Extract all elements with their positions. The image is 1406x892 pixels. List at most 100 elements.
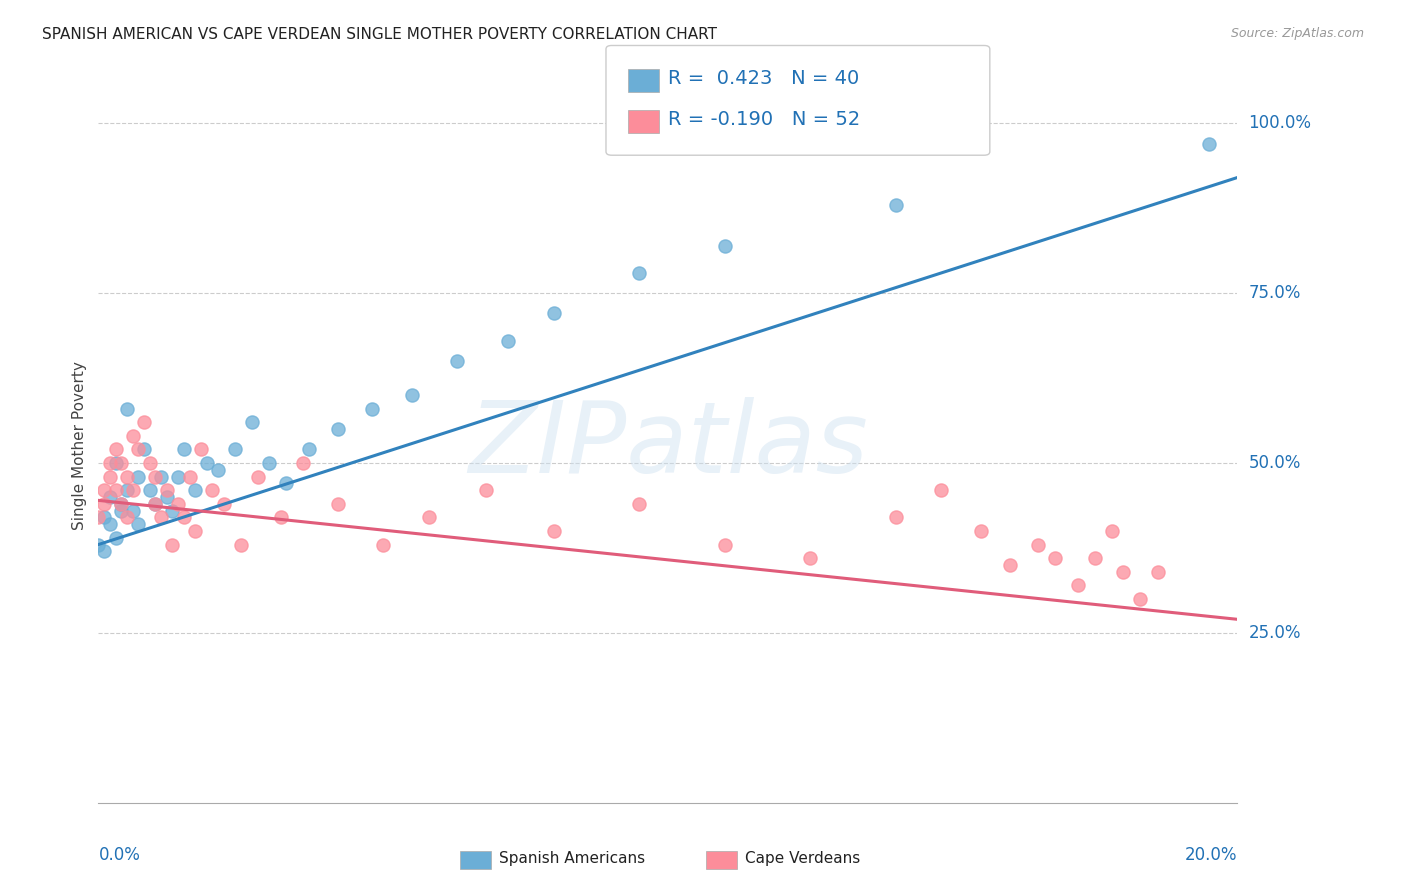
Text: Spanish Americans: Spanish Americans <box>499 852 645 866</box>
Point <box>212 497 235 511</box>
Text: 50.0%: 50.0% <box>1249 454 1301 472</box>
Point <box>446 354 468 368</box>
Point <box>150 510 173 524</box>
Point <box>1067 578 1090 592</box>
Point <box>173 510 195 524</box>
Point <box>110 497 132 511</box>
Point <box>121 483 143 498</box>
Point <box>929 483 952 498</box>
Point <box>714 238 737 252</box>
Point <box>543 306 565 320</box>
Point <box>543 524 565 538</box>
Point <box>1101 524 1123 538</box>
Point <box>98 517 121 532</box>
Point <box>104 456 127 470</box>
Point <box>132 415 155 429</box>
Point <box>270 510 292 524</box>
Text: ZIPatlas: ZIPatlas <box>468 398 868 494</box>
Point <box>240 415 263 429</box>
Point <box>93 483 115 498</box>
Point <box>87 510 110 524</box>
Point <box>145 497 167 511</box>
Point <box>98 456 121 470</box>
Point <box>373 537 395 551</box>
Point <box>104 531 127 545</box>
Point <box>1084 551 1107 566</box>
Point <box>401 388 423 402</box>
Text: R =  0.423   N = 40: R = 0.423 N = 40 <box>668 69 859 88</box>
Text: 100.0%: 100.0% <box>1249 114 1312 132</box>
Text: R = -0.190   N = 52: R = -0.190 N = 52 <box>668 110 860 129</box>
Point <box>127 442 149 457</box>
Point <box>207 463 229 477</box>
Point <box>93 510 115 524</box>
Point <box>167 469 190 483</box>
Text: Source: ZipAtlas.com: Source: ZipAtlas.com <box>1230 27 1364 40</box>
Point <box>884 510 907 524</box>
Point <box>201 483 224 498</box>
Point <box>110 497 132 511</box>
Point <box>127 517 149 532</box>
Point <box>104 483 127 498</box>
Point <box>184 483 207 498</box>
Point <box>138 483 160 498</box>
Point <box>628 266 651 280</box>
Point <box>121 503 143 517</box>
Point <box>276 476 298 491</box>
Point <box>98 469 121 483</box>
Point <box>115 483 138 498</box>
Point <box>326 497 349 511</box>
Point <box>167 497 190 511</box>
Point <box>93 544 115 558</box>
Point <box>246 469 269 483</box>
Text: 0.0%: 0.0% <box>98 846 141 863</box>
Text: 75.0%: 75.0% <box>1249 284 1301 302</box>
Point <box>115 401 138 416</box>
Point <box>1146 565 1168 579</box>
Point <box>179 469 201 483</box>
Point <box>115 469 138 483</box>
Point <box>1026 537 1049 551</box>
Text: 25.0%: 25.0% <box>1249 624 1301 642</box>
Point <box>326 422 349 436</box>
Text: 20.0%: 20.0% <box>1185 846 1237 863</box>
Point <box>418 510 440 524</box>
Point <box>970 524 993 538</box>
Point <box>195 456 218 470</box>
Point <box>190 442 212 457</box>
Y-axis label: Single Mother Poverty: Single Mother Poverty <box>72 361 87 531</box>
Point <box>360 401 382 416</box>
Point <box>259 456 281 470</box>
Point <box>884 198 907 212</box>
Point <box>1198 136 1220 151</box>
Point <box>298 442 321 457</box>
Point <box>498 334 520 348</box>
Point <box>173 442 195 457</box>
Point <box>1129 591 1152 606</box>
Point <box>115 510 138 524</box>
Point <box>145 469 167 483</box>
Point <box>138 456 160 470</box>
Point <box>184 524 207 538</box>
Point <box>628 497 651 511</box>
Point <box>162 503 184 517</box>
Point <box>162 537 184 551</box>
Point <box>150 469 173 483</box>
Point <box>998 558 1021 572</box>
Point <box>1112 565 1135 579</box>
Point <box>110 503 132 517</box>
Point <box>156 490 179 504</box>
Point <box>104 442 127 457</box>
Point <box>799 551 821 566</box>
Point <box>156 483 179 498</box>
Point <box>714 537 737 551</box>
Point <box>1043 551 1066 566</box>
Point <box>292 456 315 470</box>
Point <box>127 469 149 483</box>
Point <box>93 497 115 511</box>
Point <box>224 442 246 457</box>
Point <box>87 537 110 551</box>
Point <box>110 456 132 470</box>
Text: SPANISH AMERICAN VS CAPE VERDEAN SINGLE MOTHER POVERTY CORRELATION CHART: SPANISH AMERICAN VS CAPE VERDEAN SINGLE … <box>42 27 717 42</box>
Point <box>474 483 496 498</box>
